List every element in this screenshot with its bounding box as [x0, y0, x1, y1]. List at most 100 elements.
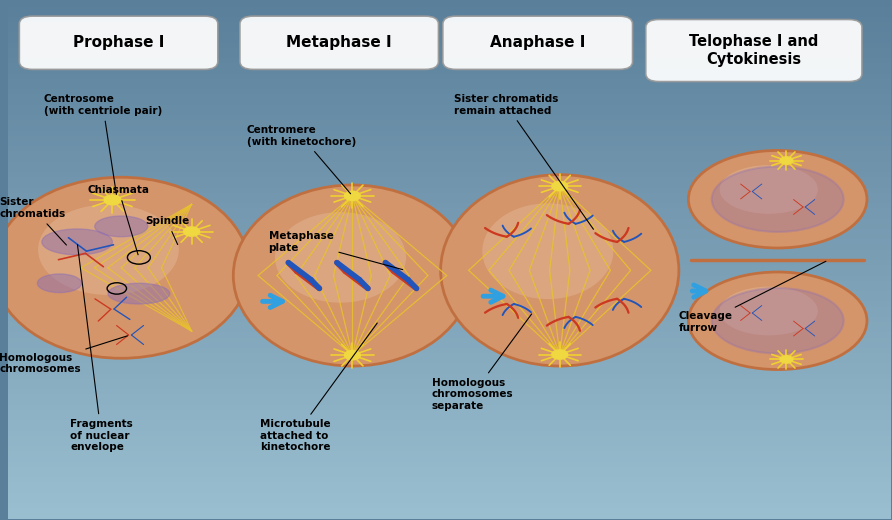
Bar: [8, 307, 890, 311]
Circle shape: [780, 157, 793, 164]
Text: Anaphase I: Anaphase I: [490, 35, 585, 50]
Bar: [8, 467, 890, 472]
Bar: [8, 358, 890, 363]
FancyBboxPatch shape: [240, 16, 439, 69]
Bar: [8, 302, 890, 307]
Bar: [8, 167, 890, 172]
Bar: [8, 12, 890, 17]
Bar: [8, 224, 890, 229]
Bar: [8, 218, 890, 224]
Bar: [8, 234, 890, 239]
Bar: [8, 410, 890, 415]
Bar: [8, 462, 890, 467]
Bar: [8, 229, 890, 234]
Bar: [8, 146, 890, 151]
FancyBboxPatch shape: [442, 16, 632, 69]
Circle shape: [104, 195, 121, 205]
Ellipse shape: [712, 166, 844, 232]
Bar: [8, 2, 890, 7]
Bar: [8, 379, 890, 384]
Bar: [8, 151, 890, 157]
Ellipse shape: [0, 177, 249, 358]
Bar: [8, 415, 890, 420]
Text: Metaphase I: Metaphase I: [286, 35, 392, 50]
Bar: [8, 431, 890, 436]
Bar: [8, 457, 890, 462]
Ellipse shape: [441, 175, 679, 366]
Bar: [8, 337, 890, 343]
Circle shape: [344, 350, 360, 360]
Bar: [8, 513, 890, 518]
Bar: [8, 348, 890, 353]
Bar: [8, 493, 890, 498]
Bar: [8, 250, 890, 255]
Bar: [8, 363, 890, 369]
Bar: [8, 177, 890, 183]
Bar: [8, 22, 890, 27]
Bar: [8, 477, 890, 483]
Text: Sister
chromatids: Sister chromatids: [0, 198, 66, 245]
Ellipse shape: [38, 204, 178, 295]
Ellipse shape: [483, 203, 614, 299]
Bar: [8, 63, 890, 69]
Bar: [8, 95, 890, 100]
Bar: [8, 74, 890, 79]
Bar: [8, 239, 890, 244]
Bar: [8, 369, 890, 374]
Bar: [8, 508, 890, 513]
Bar: [8, 317, 890, 322]
Bar: [8, 405, 890, 410]
Ellipse shape: [712, 288, 844, 354]
Bar: [8, 260, 890, 265]
Bar: [8, 255, 890, 260]
Bar: [8, 296, 890, 302]
Bar: [8, 311, 890, 317]
Bar: [8, 446, 890, 451]
FancyBboxPatch shape: [646, 19, 862, 82]
Bar: [8, 400, 890, 405]
Circle shape: [552, 350, 567, 359]
Bar: [8, 193, 890, 198]
Bar: [8, 120, 890, 125]
Bar: [8, 343, 890, 348]
Bar: [8, 483, 890, 488]
Bar: [8, 276, 890, 281]
Bar: [8, 203, 890, 209]
Bar: [8, 110, 890, 115]
Text: Spindle: Spindle: [145, 216, 189, 244]
Ellipse shape: [689, 150, 867, 248]
Circle shape: [344, 191, 360, 201]
Bar: [8, 213, 890, 218]
Bar: [8, 389, 890, 395]
Text: Fragments
of nuclear
envelope: Fragments of nuclear envelope: [70, 244, 133, 452]
Bar: [8, 265, 890, 270]
Bar: [8, 79, 890, 84]
Text: Sister chromatids
remain attached: Sister chromatids remain attached: [454, 94, 593, 229]
Bar: [8, 327, 890, 332]
Text: Homologous
chromosomes: Homologous chromosomes: [0, 336, 128, 374]
Bar: [8, 136, 890, 141]
Bar: [8, 503, 890, 508]
Bar: [8, 183, 890, 188]
Text: Homologous
chromosomes
separate: Homologous chromosomes separate: [432, 314, 532, 411]
Circle shape: [780, 356, 793, 363]
FancyBboxPatch shape: [20, 16, 218, 69]
Bar: [8, 286, 890, 291]
Bar: [8, 472, 890, 477]
Bar: [8, 209, 890, 213]
Circle shape: [184, 227, 200, 236]
Text: Prophase I: Prophase I: [73, 35, 164, 50]
Text: Chiasmata: Chiasmata: [87, 185, 150, 255]
Bar: [8, 488, 890, 493]
Bar: [8, 353, 890, 358]
Ellipse shape: [108, 283, 169, 304]
Bar: [8, 374, 890, 379]
Text: Centromere
(with kinetochore): Centromere (with kinetochore): [246, 125, 356, 194]
Bar: [8, 105, 890, 110]
Ellipse shape: [689, 272, 867, 370]
Bar: [8, 291, 890, 296]
Text: Telophase I and
Cytokinesis: Telophase I and Cytokinesis: [690, 34, 819, 67]
Bar: [8, 157, 890, 162]
Bar: [8, 172, 890, 177]
Bar: [8, 17, 890, 22]
